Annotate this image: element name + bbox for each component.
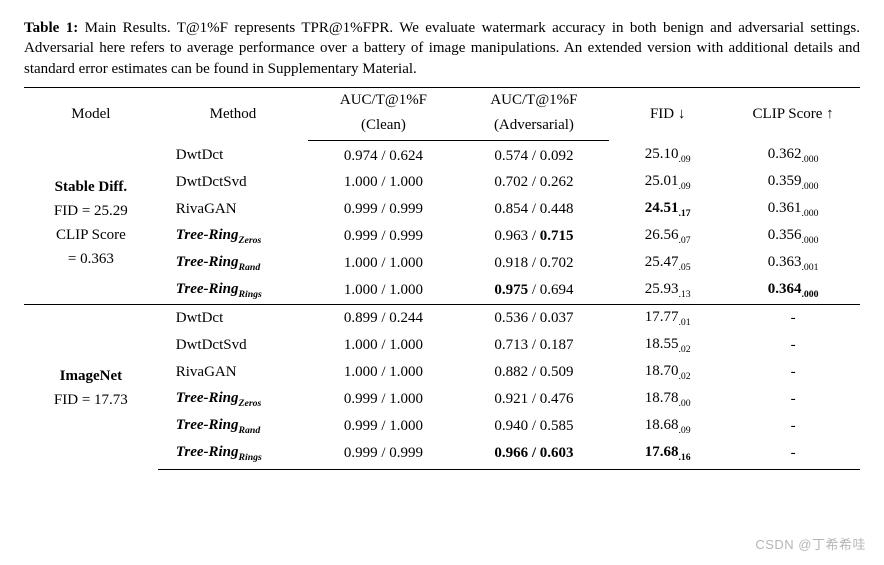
fid-cell: 26.56.07 <box>609 223 726 250</box>
adv-cell: 0.702 / 0.262 <box>459 169 609 196</box>
clip-cell: 0.356.000 <box>726 223 860 250</box>
method-cell: DwtDct <box>158 140 308 169</box>
adv-cell: 0.975 / 0.694 <box>459 277 609 305</box>
fid-cell: 25.93.13 <box>609 277 726 305</box>
fid-cell: 17.77.01 <box>609 305 726 333</box>
fid-cell: 18.78.00 <box>609 386 726 413</box>
clean-cell: 1.000 / 1.000 <box>308 277 458 305</box>
adv-cell: 0.940 / 0.585 <box>459 413 609 440</box>
th-clean-top: AUC/T@1%F <box>308 87 458 113</box>
adv-cell: 0.713 / 0.187 <box>459 332 609 359</box>
clip-cell: - <box>726 359 860 386</box>
adv-cell: 0.918 / 0.702 <box>459 250 609 277</box>
caption-label: Table 1: <box>24 20 78 36</box>
clip-cell: 0.359.000 <box>726 169 860 196</box>
clean-cell: 1.000 / 1.000 <box>308 332 458 359</box>
method-cell: Tree-RingRings <box>158 277 308 305</box>
clean-cell: 1.000 / 1.000 <box>308 250 458 277</box>
clip-cell: 0.364.000 <box>726 277 860 305</box>
method-cell: DwtDctSvd <box>158 332 308 359</box>
clip-cell: - <box>726 413 860 440</box>
clip-cell: - <box>726 386 860 413</box>
adv-cell: 0.963 / 0.715 <box>459 223 609 250</box>
method-cell: DwtDctSvd <box>158 169 308 196</box>
csdn-watermark: CSDN @丁希希哇 <box>755 534 866 553</box>
fid-cell: 18.55.02 <box>609 332 726 359</box>
fid-cell: 18.68.09 <box>609 413 726 440</box>
adv-cell: 0.882 / 0.509 <box>459 359 609 386</box>
th-fid: FID ↓ <box>609 87 726 140</box>
method-cell: DwtDct <box>158 305 308 333</box>
clean-cell: 0.999 / 1.000 <box>308 413 458 440</box>
clip-cell: - <box>726 305 860 333</box>
table-row: ImageNetFID = 17.73 DwtDct0.899 / 0.2440… <box>24 305 860 333</box>
adv-cell: 0.574 / 0.092 <box>459 140 609 169</box>
fid-cell: 24.51.17 <box>609 196 726 223</box>
table-caption: Table 1: Main Results. T@1%F represents … <box>24 18 860 79</box>
clip-cell: - <box>726 440 860 470</box>
clip-cell: 0.362.000 <box>726 140 860 169</box>
th-method: Method <box>158 87 308 140</box>
method-cell: RivaGAN <box>158 196 308 223</box>
clean-cell: 1.000 / 1.000 <box>308 169 458 196</box>
adv-cell: 0.966 / 0.603 <box>459 440 609 470</box>
adv-cell: 0.854 / 0.448 <box>459 196 609 223</box>
method-cell: RivaGAN <box>158 359 308 386</box>
fid-cell: 25.47.05 <box>609 250 726 277</box>
clean-cell: 0.999 / 1.000 <box>308 386 458 413</box>
fid-cell: 18.70.02 <box>609 359 726 386</box>
fid-cell: 25.10.09 <box>609 140 726 169</box>
th-clip: CLIP Score ↑ <box>726 87 860 140</box>
clip-cell: - <box>726 332 860 359</box>
clean-cell: 0.974 / 0.624 <box>308 140 458 169</box>
table-body: Stable Diff.FID = 25.29CLIP Score= 0.363… <box>24 140 860 470</box>
table-row: Stable Diff.FID = 25.29CLIP Score= 0.363… <box>24 140 860 169</box>
method-cell: Tree-RingRand <box>158 250 308 277</box>
clean-cell: 0.899 / 0.244 <box>308 305 458 333</box>
method-cell: Tree-RingZeros <box>158 223 308 250</box>
clean-cell: 1.000 / 1.000 <box>308 359 458 386</box>
method-cell: Tree-RingRand <box>158 413 308 440</box>
th-model: Model <box>24 87 158 140</box>
adv-cell: 0.536 / 0.037 <box>459 305 609 333</box>
method-cell: Tree-RingRings <box>158 440 308 470</box>
method-cell: Tree-RingZeros <box>158 386 308 413</box>
model-cell: ImageNetFID = 17.73 <box>24 305 158 470</box>
th-adv-top: AUC/T@1%F <box>459 87 609 113</box>
clean-cell: 0.999 / 0.999 <box>308 196 458 223</box>
fid-cell: 17.68.16 <box>609 440 726 470</box>
results-table: Model Method AUC/T@1%F AUC/T@1%F FID ↓ C… <box>24 87 860 471</box>
caption-text: Main Results. T@1%F represents TPR@1%FPR… <box>24 20 860 77</box>
clean-cell: 0.999 / 0.999 <box>308 440 458 470</box>
table-head: Model Method AUC/T@1%F AUC/T@1%F FID ↓ C… <box>24 87 860 140</box>
fid-cell: 25.01.09 <box>609 169 726 196</box>
th-adv-sub: (Adversarial) <box>459 113 609 141</box>
model-cell: Stable Diff.FID = 25.29CLIP Score= 0.363 <box>24 140 158 305</box>
clean-cell: 0.999 / 0.999 <box>308 223 458 250</box>
clip-cell: 0.361.000 <box>726 196 860 223</box>
clip-cell: 0.363.001 <box>726 250 860 277</box>
adv-cell: 0.921 / 0.476 <box>459 386 609 413</box>
th-clean-sub: (Clean) <box>308 113 458 141</box>
